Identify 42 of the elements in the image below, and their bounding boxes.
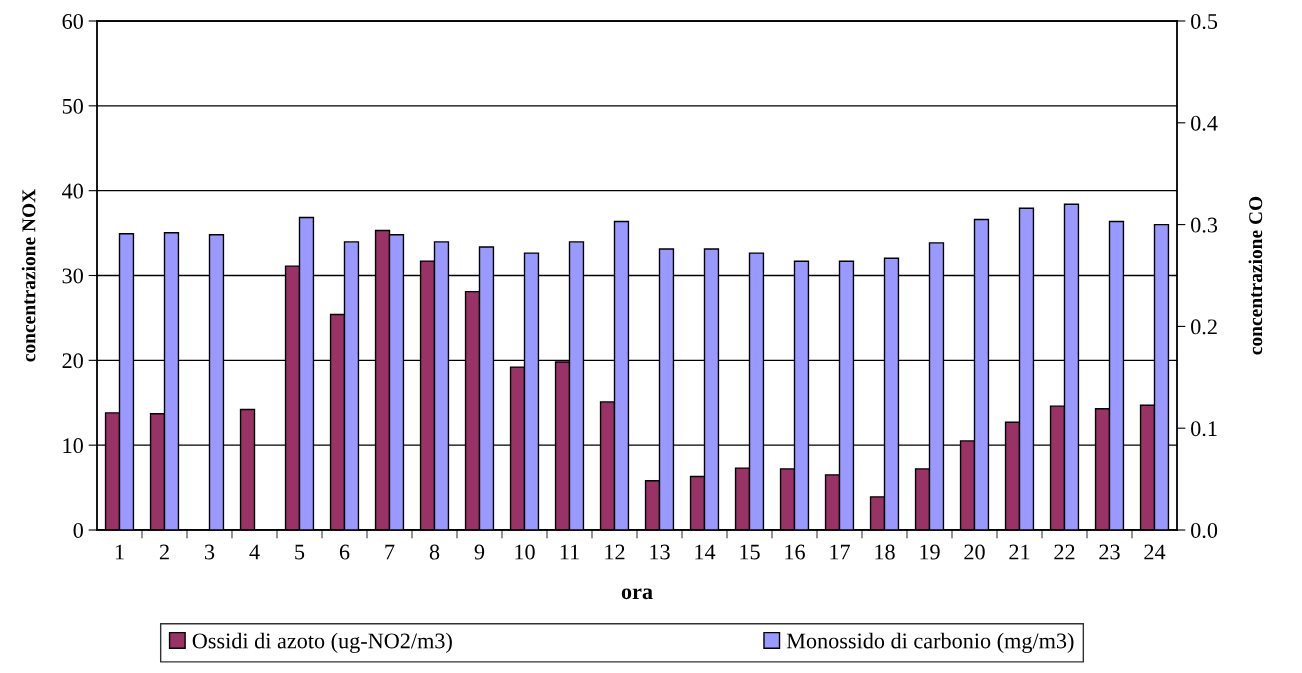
y-tick-label: 40 [62, 183, 83, 199]
x-tick-label: 8 [429, 544, 440, 560]
x-tick-label: 5 [295, 544, 305, 560]
y-tick-label: 20 [62, 353, 83, 369]
x-tick-label: 1 [115, 544, 124, 560]
x-tick-label: 17 [830, 544, 850, 560]
y2-tick-label: 0.2 [1191, 319, 1217, 335]
legend-label: Monossido di carbonio (mg/m3) [786, 632, 1074, 653]
x-tick-label: 4 [249, 544, 260, 560]
y-tick-label: 30 [62, 268, 83, 284]
y2-tick-label: 0.0 [1191, 522, 1218, 539]
legend-label: Ossidi di azoto (ug-NO2/m3) [192, 632, 452, 653]
x-tick-label: 24 [1144, 544, 1166, 560]
y-axis-title: concentrazione NOX [21, 189, 36, 362]
y-tick-label: 0 [73, 522, 83, 538]
x-tick-label: 12 [605, 544, 625, 560]
x-tick-label: 2 [159, 544, 169, 560]
x-tick-label: 15 [740, 544, 760, 560]
y2-tick-label: 0.1 [1191, 421, 1217, 437]
y2-tick-label: 0.4 [1191, 115, 1218, 131]
x-tick-label: 20 [964, 544, 985, 560]
y2-tick-label: 0.3 [1191, 217, 1218, 233]
x-tick-label: 10 [515, 544, 535, 560]
x-tick-label: 21 [1009, 544, 1030, 560]
x-tick-label: 7 [385, 544, 395, 560]
x-tick-label: 23 [1099, 544, 1120, 560]
x-tick-label: 3 [205, 544, 215, 560]
y-tick-label: 50 [62, 98, 83, 114]
x-tick-label: 16 [785, 544, 805, 560]
y2-axis-title: concentrazione CO [1248, 196, 1263, 355]
y-tick-label: 10 [63, 438, 83, 454]
x-tick-label: 9 [474, 544, 485, 560]
x-tick-label: 19 [920, 544, 940, 560]
x-tick-label: 22 [1054, 544, 1075, 560]
x-axis-title: ora [621, 588, 653, 600]
x-tick-label: 6 [339, 544, 350, 560]
x-tick-label: 11 [560, 544, 579, 560]
x-tick-label: 14 [695, 544, 716, 560]
y-tick-label: 60 [62, 13, 83, 29]
y2-tick-label: 0.5 [1191, 13, 1218, 30]
x-tick-label: 13 [650, 544, 670, 560]
x-tick-label: 18 [875, 544, 895, 560]
